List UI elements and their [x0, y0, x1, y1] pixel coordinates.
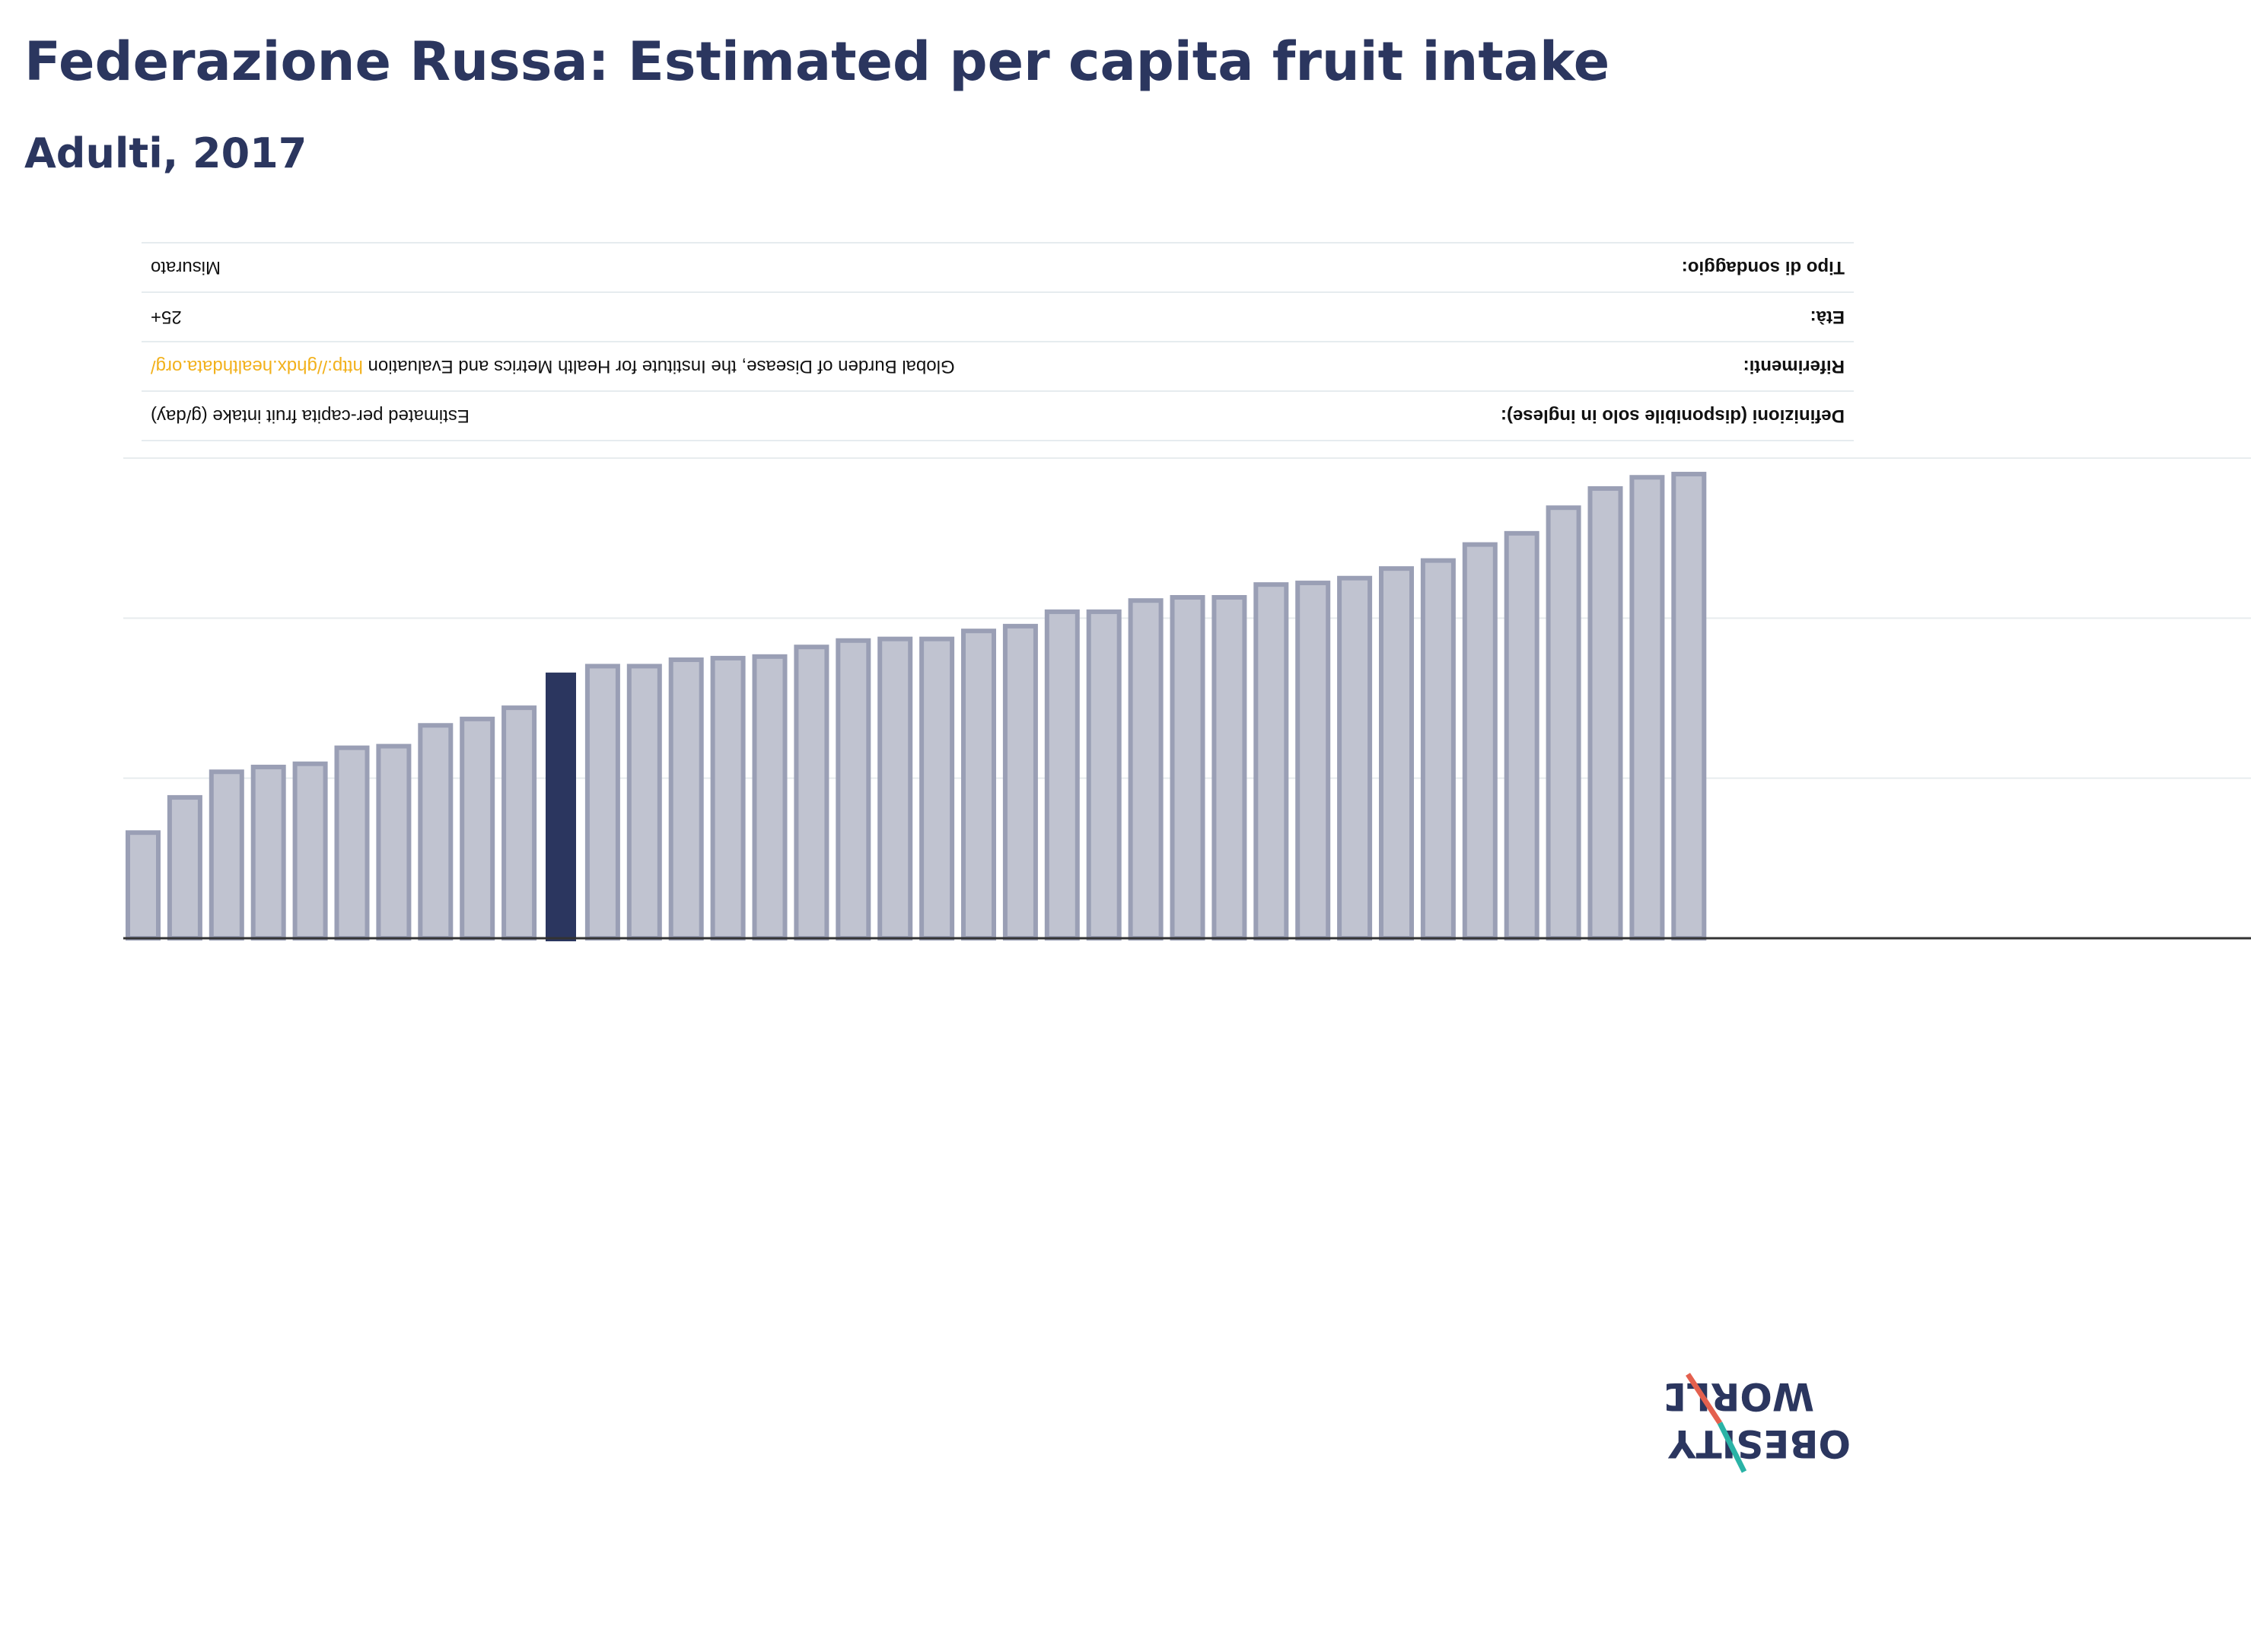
bar [1086, 609, 1122, 941]
bar [501, 705, 537, 941]
bar [1379, 566, 1414, 941]
logo-line-1: OBESITY [1668, 1421, 1851, 1466]
bar [1253, 582, 1289, 941]
bar [1462, 542, 1498, 941]
bar [250, 764, 286, 941]
bar [418, 723, 454, 941]
bar [1044, 609, 1080, 941]
info-row-references: Riferimenti: Global Burden of Disease, t… [142, 342, 1854, 392]
info-value: Misurato [151, 257, 221, 279]
logo-slash-teal [1717, 1421, 1747, 1473]
info-label: Tipo di sondaggio: [1681, 257, 1845, 279]
bar [1295, 581, 1331, 941]
bar [1337, 575, 1373, 941]
bar [1629, 475, 1665, 941]
info-table: Definizioni (disponibile solo in inglese… [142, 242, 1854, 441]
info-row-age: Età: 25+ [142, 293, 1854, 342]
obesity-world-logo: OBESITY WORLD [1667, 1373, 1851, 1473]
info-value: 25+ [151, 307, 182, 328]
highlighted-bar [546, 672, 576, 941]
page-subtitle: Adulti, 2017 [24, 129, 307, 177]
bar [126, 830, 161, 941]
info-label: Età: [1810, 307, 1845, 328]
reference-link[interactable]: http://ghdx.healthdata.org/ [151, 356, 363, 377]
bar [584, 664, 620, 941]
bar [668, 657, 704, 941]
bar [376, 743, 412, 941]
bar [919, 636, 955, 941]
bar [794, 645, 829, 941]
bar [292, 761, 328, 941]
bar [460, 716, 495, 941]
info-value: Estimated per-capita fruit intake (g/day… [151, 406, 470, 427]
bar [1504, 530, 1539, 941]
bar [1671, 472, 1707, 941]
bar [167, 794, 202, 941]
page-title: Federazione Russa: Estimated per capita … [24, 30, 1610, 93]
logo-slash-red [1686, 1373, 1722, 1424]
bar [1002, 623, 1038, 941]
bar [877, 636, 913, 941]
bar [1420, 558, 1456, 941]
bar [836, 638, 871, 941]
bar [710, 655, 746, 941]
bar [752, 654, 788, 941]
bar [1170, 594, 1205, 941]
info-row-survey-type: Tipo di sondaggio: Misurato [142, 242, 1854, 293]
info-label: Definizioni (disponibile solo in inglese… [1500, 406, 1845, 427]
info-row-definitions: Definizioni (disponibile solo in inglese… [142, 392, 1854, 441]
info-value: Global Burden of Disease, the Institute … [151, 356, 955, 377]
bar [626, 664, 662, 941]
bar [1546, 505, 1581, 941]
bar [961, 629, 996, 941]
bar [1128, 598, 1164, 941]
logo-line-2: WORLD [1667, 1374, 1814, 1418]
bar [334, 745, 370, 941]
bar [1211, 594, 1247, 941]
info-label: Riferimenti: [1743, 356, 1845, 377]
bar [209, 769, 244, 941]
bar [1587, 485, 1623, 941]
